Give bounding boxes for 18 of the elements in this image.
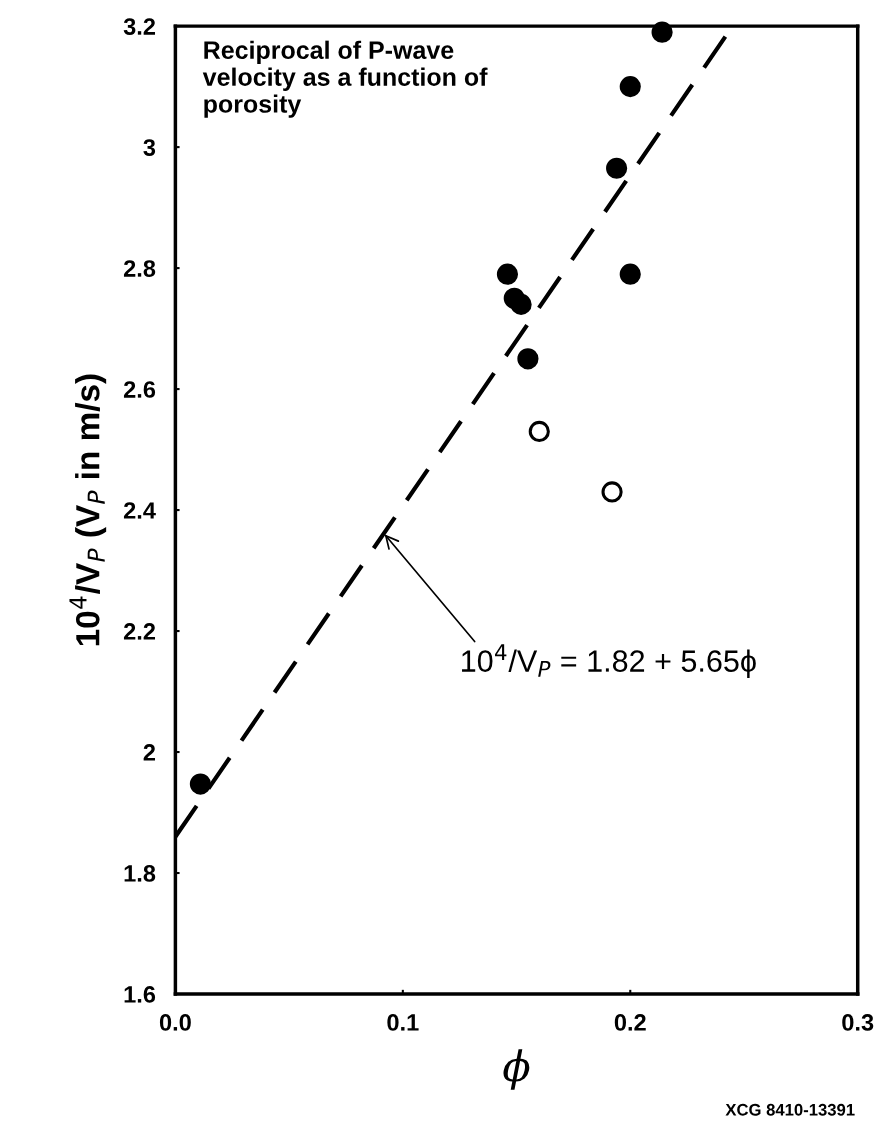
y-tick-label: 3.2 bbox=[123, 18, 156, 35]
y-tick-label: 2.2 bbox=[123, 623, 156, 640]
x-tick-label: 0.1 bbox=[387, 1014, 419, 1031]
x-tick-label: 0.0 bbox=[159, 1014, 191, 1031]
y-tick-label: 2.4 bbox=[123, 502, 156, 519]
text: XCG 8410-13391 bbox=[725, 1103, 855, 1116]
y-tick-label: 2.8 bbox=[123, 260, 156, 277]
y-tick-label: 3 bbox=[143, 139, 156, 156]
text: Reciprocal of P-wave velocity as a function of porosity bbox=[202, 40, 488, 118]
y-tick-label: 2.6 bbox=[123, 381, 156, 398]
y-tick-label: 1.6 bbox=[124, 986, 156, 1003]
y-tick-label: 2 bbox=[143, 744, 156, 761]
y-tick-label: 1.8 bbox=[124, 865, 156, 882]
x-tick-label: 0.2 bbox=[614, 1014, 646, 1031]
x-axis-title: ϕ bbox=[503, 1049, 530, 1090]
y-axis-title: 10$^{4}$/V$_{P}$ (V$_{P}$ in m/s) bbox=[69, 374, 107, 646]
annotation: 10$^{4}$/V$_{P}$ = 1.82 + 5.65ϕ bbox=[462, 644, 756, 678]
x-tick-label: 0.3 bbox=[842, 1014, 874, 1031]
